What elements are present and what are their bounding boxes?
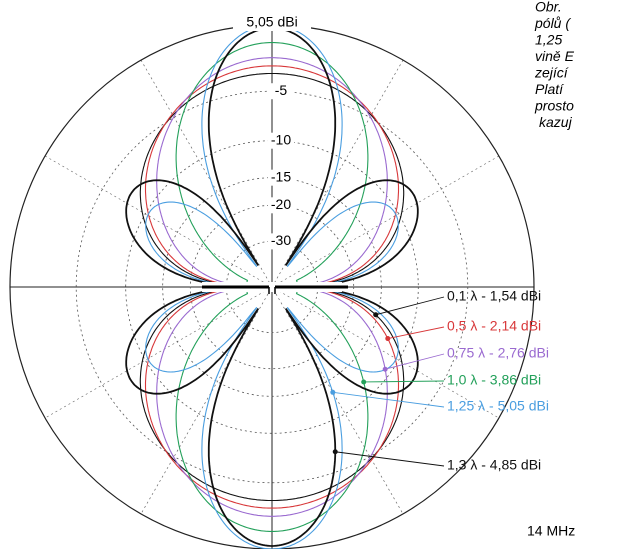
y-tick-label: -30 [271, 232, 291, 248]
leader-dot [361, 379, 367, 385]
caption-fragment: zející [534, 65, 570, 81]
y-tick-label: -15 [271, 168, 291, 184]
y-tick-label: -10 [271, 131, 291, 147]
caption-fragment: Obr. [535, 0, 562, 15]
leader-dot [373, 312, 379, 318]
grid-ring [125, 140, 419, 434]
legend-label: 0,1 λ - 1,54 dBi [447, 288, 541, 304]
wire-mask [202, 282, 342, 292]
y-tick-label: -20 [271, 196, 291, 212]
leader-dot [382, 366, 388, 372]
tick-label-bg [233, 15, 311, 31]
leader-line [385, 353, 445, 370]
grid-ring [162, 177, 382, 397]
leader-dot [385, 336, 391, 342]
legend-label: 1,0 λ - 3,86 dBi [447, 372, 541, 388]
legend-label: 0,5 λ - 2,14 dBi [447, 318, 541, 334]
caption-fragment: 1,25 [535, 32, 562, 48]
y-tick-label: -5 [275, 82, 288, 98]
caption-fragment: kazuj [539, 114, 573, 130]
leader-line [387, 326, 445, 339]
tick-label-bg [268, 83, 294, 100]
legend-label: 0,75 λ - 2,76 dBi [447, 345, 549, 361]
leader-dot [332, 449, 338, 455]
legend-label: 1,3 λ - 4,85 dBi [447, 457, 541, 473]
leader-line [375, 296, 445, 316]
leader-line [335, 451, 445, 467]
leader-line [363, 380, 445, 383]
caption-fragment: Platí [535, 81, 565, 97]
caption-fragment: pólů ( [534, 15, 571, 31]
leader-dot [330, 389, 336, 395]
caption-fragment: prosto [534, 98, 574, 114]
leader-line [332, 391, 445, 408]
y-tick-label: 5,05 dBi [246, 14, 297, 30]
frequency-label: 14 MHz [527, 523, 575, 539]
tick-label-bg [268, 197, 294, 214]
tick-label-bg [268, 132, 294, 149]
grid-ring [189, 204, 355, 370]
caption-fragment: vině E [535, 48, 575, 64]
tick-label-bg [268, 233, 294, 250]
grid-ring [75, 90, 469, 484]
legend-label: 1,25 λ - 5,05 dBi [447, 398, 549, 414]
tick-label-bg [268, 169, 294, 186]
